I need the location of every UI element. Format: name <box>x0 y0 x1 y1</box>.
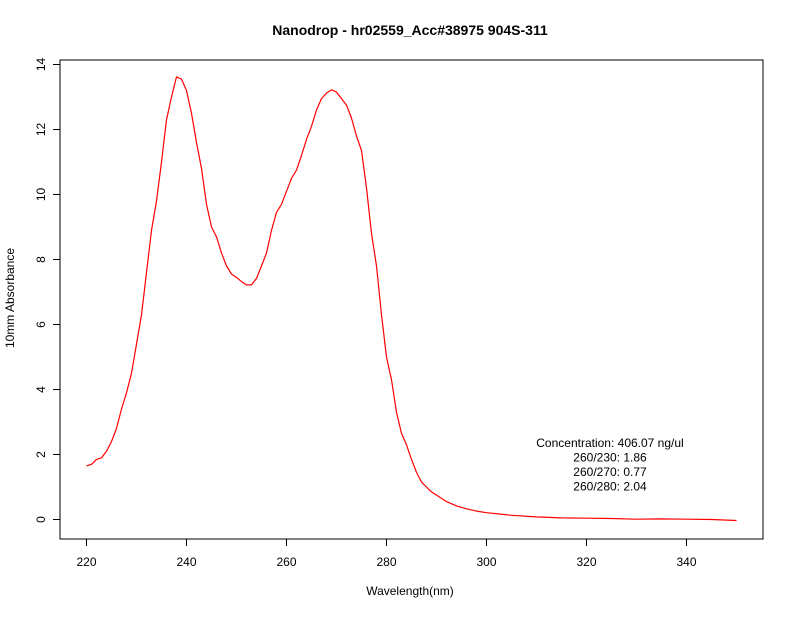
y-tick-label: 14 <box>34 58 48 72</box>
y-axis-label: 10mm Absorbance <box>3 248 17 348</box>
y-tick-label: 10 <box>34 188 48 202</box>
series-group <box>86 76 737 522</box>
x-tick-label: 340 <box>676 555 696 569</box>
absorbance-series-line <box>86 76 737 522</box>
ratio-annotation: 260/230: 1.86 <box>573 451 647 465</box>
y-tick-label: 12 <box>34 123 48 137</box>
x-tick-label: 300 <box>476 555 496 569</box>
x-tick-label: 320 <box>576 555 596 569</box>
ratio-annotation: 260/280: 2.04 <box>573 480 647 494</box>
x-axis-label: Wavelength(nm) <box>366 584 454 598</box>
x-tick-label: 240 <box>176 555 196 569</box>
y-axis: 0 2 4 6 8 10 12 14 <box>34 58 61 523</box>
y-tick-label: 4 <box>34 386 48 393</box>
x-axis: 220 240 260 280 300 320 340 <box>76 538 697 569</box>
x-tick-label: 280 <box>376 555 396 569</box>
x-tick-label: 220 <box>76 555 96 569</box>
ratio-annotation: 260/270: 0.77 <box>573 465 647 479</box>
y-tick-label: 8 <box>34 256 48 263</box>
chart-title: Nanodrop - hr02559_Acc#38975 904S-311 <box>272 22 548 38</box>
y-tick-label: 2 <box>34 451 48 458</box>
x-tick-label: 260 <box>276 555 296 569</box>
y-tick-label: 0 <box>34 516 48 523</box>
concentration-annotation: Concentration: 406.07 ng/ul <box>536 436 683 450</box>
y-tick-label: 6 <box>34 321 48 328</box>
